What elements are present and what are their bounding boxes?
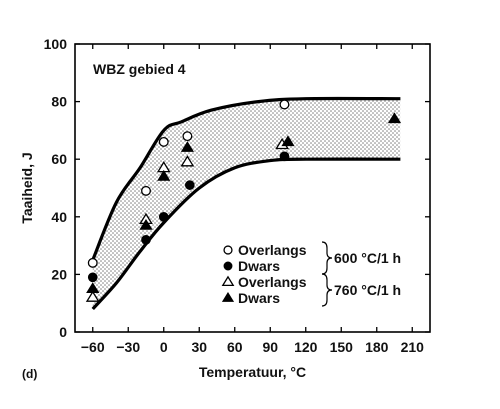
data-point-filled-circle xyxy=(158,211,169,222)
x-tick-label: 120 xyxy=(294,339,318,355)
x-tick-label: 60 xyxy=(227,339,243,355)
y-tick-label: 0 xyxy=(59,324,67,340)
data-point-filled-triangle xyxy=(387,112,402,124)
axis-ticks: −60 −30 0 30 60 90 120 150 180 210 0 20 40 60 80 100 xyxy=(44,36,430,355)
scatter-band xyxy=(91,96,401,311)
x-tick-label: 150 xyxy=(330,339,354,355)
x-tick-label: −60 xyxy=(81,339,105,355)
chart-annotation: WBZ gebied 4 xyxy=(93,61,186,77)
legend-marker-filled-triangle xyxy=(221,291,235,302)
legend-brace-760 xyxy=(321,273,333,307)
x-axis-label: Temperatuur, °C xyxy=(199,364,306,380)
data-points xyxy=(85,99,402,302)
data-point-filled-triangle xyxy=(86,282,100,293)
band-fill xyxy=(92,98,401,309)
legend-marker-filled-circle xyxy=(223,261,233,271)
data-point-filled-triangle xyxy=(139,218,153,230)
y-tick-label: 80 xyxy=(51,94,67,110)
x-tick-label: 0 xyxy=(160,339,168,355)
data-point-open-circle xyxy=(279,99,290,110)
legend-group-label: 760 °C/1 h xyxy=(334,282,401,298)
band-upper-line xyxy=(91,96,401,261)
data-point-filled-circle xyxy=(87,272,98,283)
legend-label: Overlangs xyxy=(238,242,307,258)
data-point-open-triangle xyxy=(180,155,195,167)
x-tick-label: 30 xyxy=(191,339,207,355)
data-point-filled-circle xyxy=(184,180,195,190)
y-tick-label: 40 xyxy=(51,209,67,225)
y-tick-label: 20 xyxy=(51,266,67,282)
x-tick-label: 90 xyxy=(262,339,278,355)
legend-group-label: 600 °C/1 h xyxy=(334,250,401,266)
data-point-filled-circle xyxy=(279,151,290,162)
y-tick-label: 100 xyxy=(44,36,68,52)
data-point-open-circle xyxy=(158,136,169,147)
legend-label: Overlangs xyxy=(238,274,307,290)
data-point-open-circle xyxy=(87,257,98,268)
legend-marker-open-triangle xyxy=(221,275,235,287)
data-point-filled-triangle xyxy=(157,169,171,181)
legend-brace-600 xyxy=(321,241,333,275)
legend-label: Dwars xyxy=(238,290,280,306)
data-point-open-triangle xyxy=(85,290,100,302)
data-point-filled-circle xyxy=(141,235,151,245)
plot-frame xyxy=(74,43,431,333)
y-axis-label: Taaiheid, J xyxy=(19,152,35,223)
data-point-open-circle xyxy=(182,131,193,142)
x-tick-label: −30 xyxy=(116,339,140,355)
legend-label: Dwars xyxy=(238,258,280,274)
x-tick-label: 210 xyxy=(401,339,425,355)
data-point-filled-triangle xyxy=(180,141,194,152)
band-lower-line xyxy=(91,157,401,311)
x-tick-label: 180 xyxy=(365,339,389,355)
data-point-filled-triangle xyxy=(281,135,295,147)
y-tick-label: 60 xyxy=(51,151,67,167)
panel-label: (d) xyxy=(22,367,37,381)
data-point-open-circle xyxy=(141,185,151,196)
legend-marker-open-circle xyxy=(223,245,233,255)
